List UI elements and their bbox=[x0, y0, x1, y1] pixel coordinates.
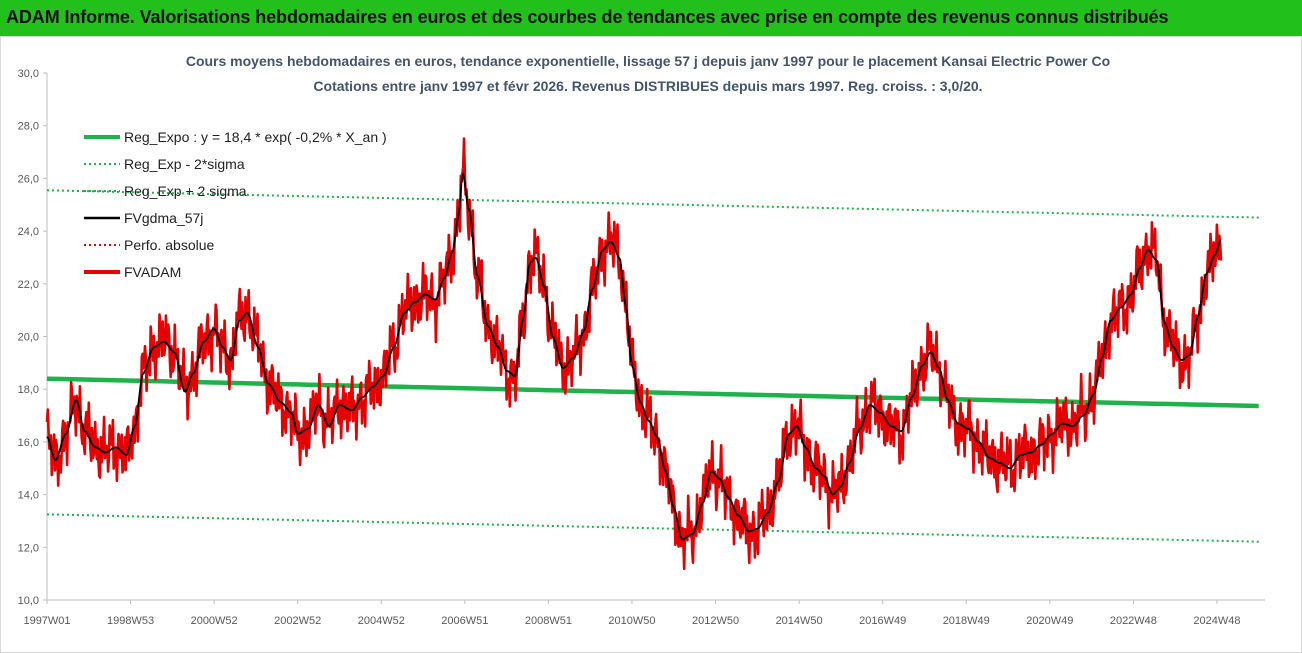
x-tick-label: 2016W49 bbox=[859, 615, 906, 627]
y-tick-label: 14,0 bbox=[18, 490, 39, 502]
series-reg-exp-minus-2sigma bbox=[46, 513, 1259, 543]
legend-label: Reg_Exp + 2 sigma bbox=[124, 183, 247, 199]
chart-subtitle: Cotations entre janv 1997 et févr 2026. … bbox=[313, 78, 982, 94]
y-tick-label: 20,0 bbox=[18, 332, 39, 344]
y-tick-label: 12,0 bbox=[18, 542, 39, 554]
x-tick-label: 2002W52 bbox=[274, 615, 321, 627]
legend-label: Reg_Exp - 2*sigma bbox=[124, 156, 245, 172]
valuation-chart: Cours moyens hebdomadaires en euros, ten… bbox=[18, 53, 1265, 627]
x-tick-label: 2006W51 bbox=[441, 615, 488, 627]
chart-title: Cours moyens hebdomadaires en euros, ten… bbox=[186, 53, 1110, 69]
chart-axes: 10,0 12,0 14,0 16,0 18,0 20,0 22,0 24,0 26,0 28,0… bbox=[18, 68, 1265, 627]
y-tick-label: 10,0 bbox=[18, 595, 39, 607]
series-fvadam bbox=[45, 137, 1223, 571]
legend-label: Perfo. absolue bbox=[124, 237, 214, 253]
x-tick-label: 2018W49 bbox=[943, 615, 990, 627]
y-tick-label: 22,0 bbox=[18, 279, 39, 291]
y-tick-label: 16,0 bbox=[18, 437, 39, 449]
x-tick-label: 2000W52 bbox=[191, 615, 238, 627]
x-tick-label: 2010W50 bbox=[608, 615, 655, 627]
legend-label: Reg_Expo : y = 18,4 * exp( -0,2% * X_an … bbox=[124, 129, 387, 145]
legend-label: FVADAM bbox=[124, 264, 181, 280]
series-reg-exp-plus-2sigma bbox=[46, 189, 1259, 219]
x-tick-label: 2024W48 bbox=[1193, 615, 1240, 627]
x-tick-label: 2022W48 bbox=[1110, 615, 1157, 627]
y-tick-label: 18,0 bbox=[18, 384, 39, 396]
x-tick-label: 2014W50 bbox=[776, 615, 823, 627]
x-tick-label: 2020W49 bbox=[1026, 615, 1073, 627]
x-tick-label: 1997W01 bbox=[23, 615, 70, 627]
legend-label: FVgdma_57j bbox=[124, 210, 203, 226]
report-title: ADAM Informe. Valorisations hebdomadaire… bbox=[6, 7, 1169, 27]
x-tick-label: 1998W53 bbox=[107, 615, 154, 627]
y-tick-label: 26,0 bbox=[18, 173, 39, 185]
chart-series bbox=[45, 137, 1259, 571]
y-tick-label: 28,0 bbox=[18, 121, 39, 133]
x-tick-label: 2012W50 bbox=[692, 615, 739, 627]
y-tick-label: 30,0 bbox=[18, 68, 39, 80]
y-tick-label: 24,0 bbox=[18, 226, 39, 238]
series-fvgdma-57j bbox=[46, 172, 1222, 541]
x-tick-label: 2008W51 bbox=[525, 615, 572, 627]
title-banner: ADAM Informe. Valorisations hebdomadaire… bbox=[0, 0, 1302, 36]
x-tick-label: 2004W52 bbox=[358, 615, 405, 627]
chart-legend: Reg_Expo : y = 18,4 * exp( -0,2% * X_an … bbox=[84, 129, 387, 280]
